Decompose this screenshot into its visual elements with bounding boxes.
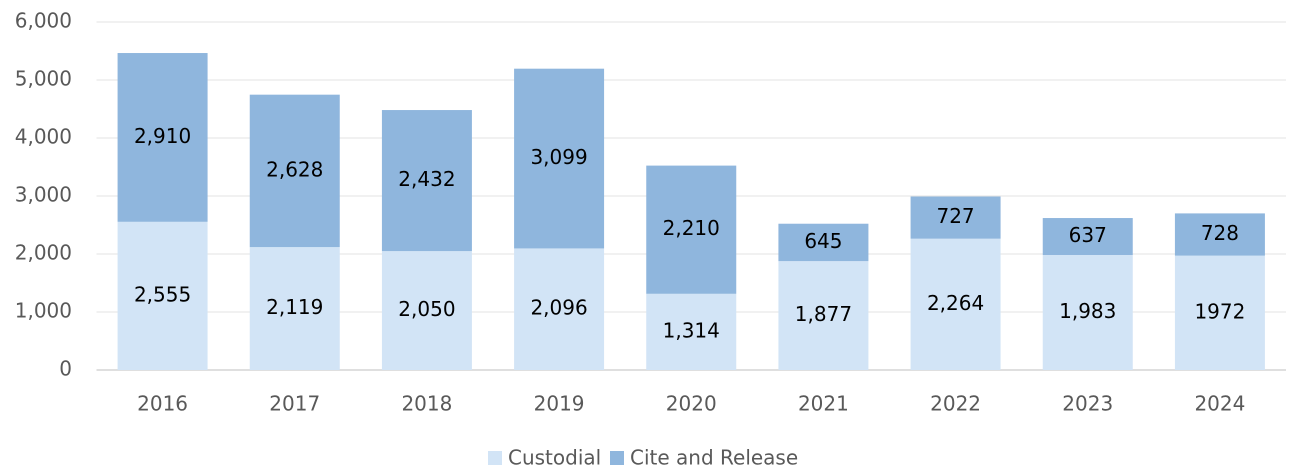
x-tick-label: 2022 <box>930 392 981 416</box>
bar-segment <box>249 94 340 248</box>
legend-label: Cite and Release <box>630 446 798 470</box>
x-tick-label: 2018 <box>401 392 452 416</box>
bar-segment <box>646 165 737 294</box>
x-tick-label: 2016 <box>137 392 188 416</box>
legend-swatch <box>610 451 624 465</box>
legend-label: Custodial <box>508 446 601 470</box>
bar-segment <box>778 261 869 370</box>
bar-segment <box>1174 255 1265 370</box>
data-label: 637 <box>1069 223 1107 247</box>
data-label: 2,210 <box>663 216 720 240</box>
x-tick-label: 2019 <box>534 392 585 416</box>
bar-segment <box>249 247 340 370</box>
data-label: 1,983 <box>1059 299 1116 323</box>
data-label: 2,910 <box>134 124 191 148</box>
bar-segment <box>514 248 605 370</box>
x-tick-label: 2021 <box>798 392 849 416</box>
y-tick-label: 3,000 <box>15 183 72 207</box>
x-tick-label: 2020 <box>666 392 717 416</box>
bar-segment <box>117 221 208 370</box>
y-tick-label: 0 <box>59 357 72 381</box>
y-tick-label: 1,000 <box>15 299 72 323</box>
x-tick-label: 2017 <box>269 392 320 416</box>
x-tick-label: 2023 <box>1062 392 1113 416</box>
y-tick-label: 5,000 <box>15 67 72 91</box>
bar-segment <box>1042 254 1133 370</box>
bar-segment <box>514 68 605 249</box>
data-label: 2,050 <box>398 297 455 321</box>
data-label: 1,314 <box>663 318 720 342</box>
bar-segment <box>1042 218 1133 255</box>
y-tick-label: 2,000 <box>15 241 72 265</box>
data-label: 2,555 <box>134 282 191 306</box>
data-label: 2,096 <box>530 296 587 320</box>
data-label: 2,119 <box>266 295 323 319</box>
data-label: 3,099 <box>530 145 587 169</box>
bar-segment <box>910 238 1001 370</box>
data-label: 1,877 <box>795 302 852 326</box>
bar-segment <box>778 223 869 262</box>
bar-segment <box>381 251 472 370</box>
data-label: 728 <box>1201 221 1239 245</box>
x-tick-label: 2024 <box>1194 392 1245 416</box>
data-label: 1972 <box>1194 299 1245 323</box>
bar-segment <box>1174 213 1265 256</box>
bar-segment <box>117 53 208 222</box>
bar-segment <box>910 196 1001 239</box>
data-label: 727 <box>936 204 974 228</box>
bar-segment <box>381 110 472 252</box>
data-label: 2,628 <box>266 157 323 181</box>
y-tick-label: 6,000 <box>15 9 72 33</box>
y-tick-label: 4,000 <box>15 125 72 149</box>
data-label: 645 <box>804 229 842 253</box>
data-label: 2,432 <box>398 167 455 191</box>
data-label: 2,264 <box>927 291 984 315</box>
legend-swatch <box>488 451 502 465</box>
bar-segment <box>646 293 737 370</box>
